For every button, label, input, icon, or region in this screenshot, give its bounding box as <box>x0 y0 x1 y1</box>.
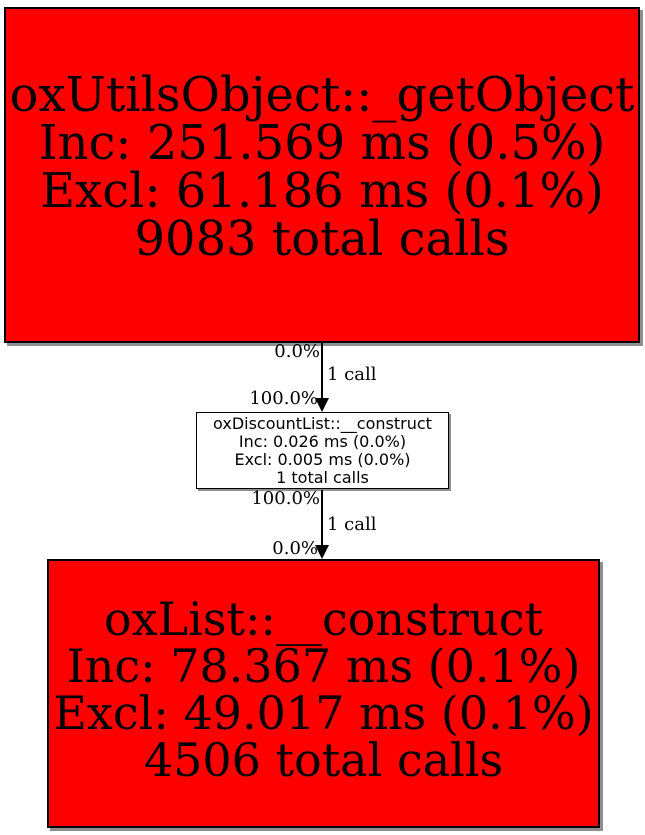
arrowhead-down-icon <box>315 398 329 412</box>
node-oxutilsobject-getobject: oxUtilsObject::_getObject Inc: 251.569 m… <box>4 7 640 343</box>
edge-source-percent-label: 0.0% <box>274 341 320 362</box>
node-exclusive-time: Excl: 49.017 ms (0.1%) <box>53 686 594 740</box>
edge-calls-label: 1 call <box>327 514 377 535</box>
node-total-calls: 9083 total calls <box>134 211 510 267</box>
node-total-calls: 4506 total calls <box>143 733 504 787</box>
edge-source-percent-label: 100.0% <box>251 488 320 509</box>
node-exclusive-time: Excl: 61.186 ms (0.1%) <box>40 163 604 219</box>
node-oxlist-construct: oxList::__construct Inc: 78.367 ms (0.1%… <box>47 559 600 828</box>
node-oxdiscountlist-construct: oxDiscountList::__construct Inc: 0.026 m… <box>196 412 449 489</box>
edge-target-percent-label: 0.0% <box>272 538 318 559</box>
node-inclusive-time: Inc: 0.026 ms (0.0%) <box>238 431 407 451</box>
edge-target-percent-label: 100.0% <box>249 388 318 409</box>
node-exclusive-time: Excl: 0.005 ms (0.0%) <box>234 449 411 469</box>
node-title: oxUtilsObject::_getObject <box>9 67 635 123</box>
node-inclusive-time: Inc: 78.367 ms (0.1%) <box>66 639 581 693</box>
node-title: oxList::__construct <box>103 592 544 646</box>
arrowhead-down-icon <box>315 545 329 559</box>
edge-line <box>321 343 323 400</box>
node-total-calls: 1 total calls <box>276 467 369 487</box>
edge-calls-label: 1 call <box>327 364 377 385</box>
node-title: oxDiscountList::__construct <box>213 413 432 433</box>
node-inclusive-time: Inc: 251.569 ms (0.5%) <box>38 115 606 171</box>
edge-line <box>321 490 323 546</box>
